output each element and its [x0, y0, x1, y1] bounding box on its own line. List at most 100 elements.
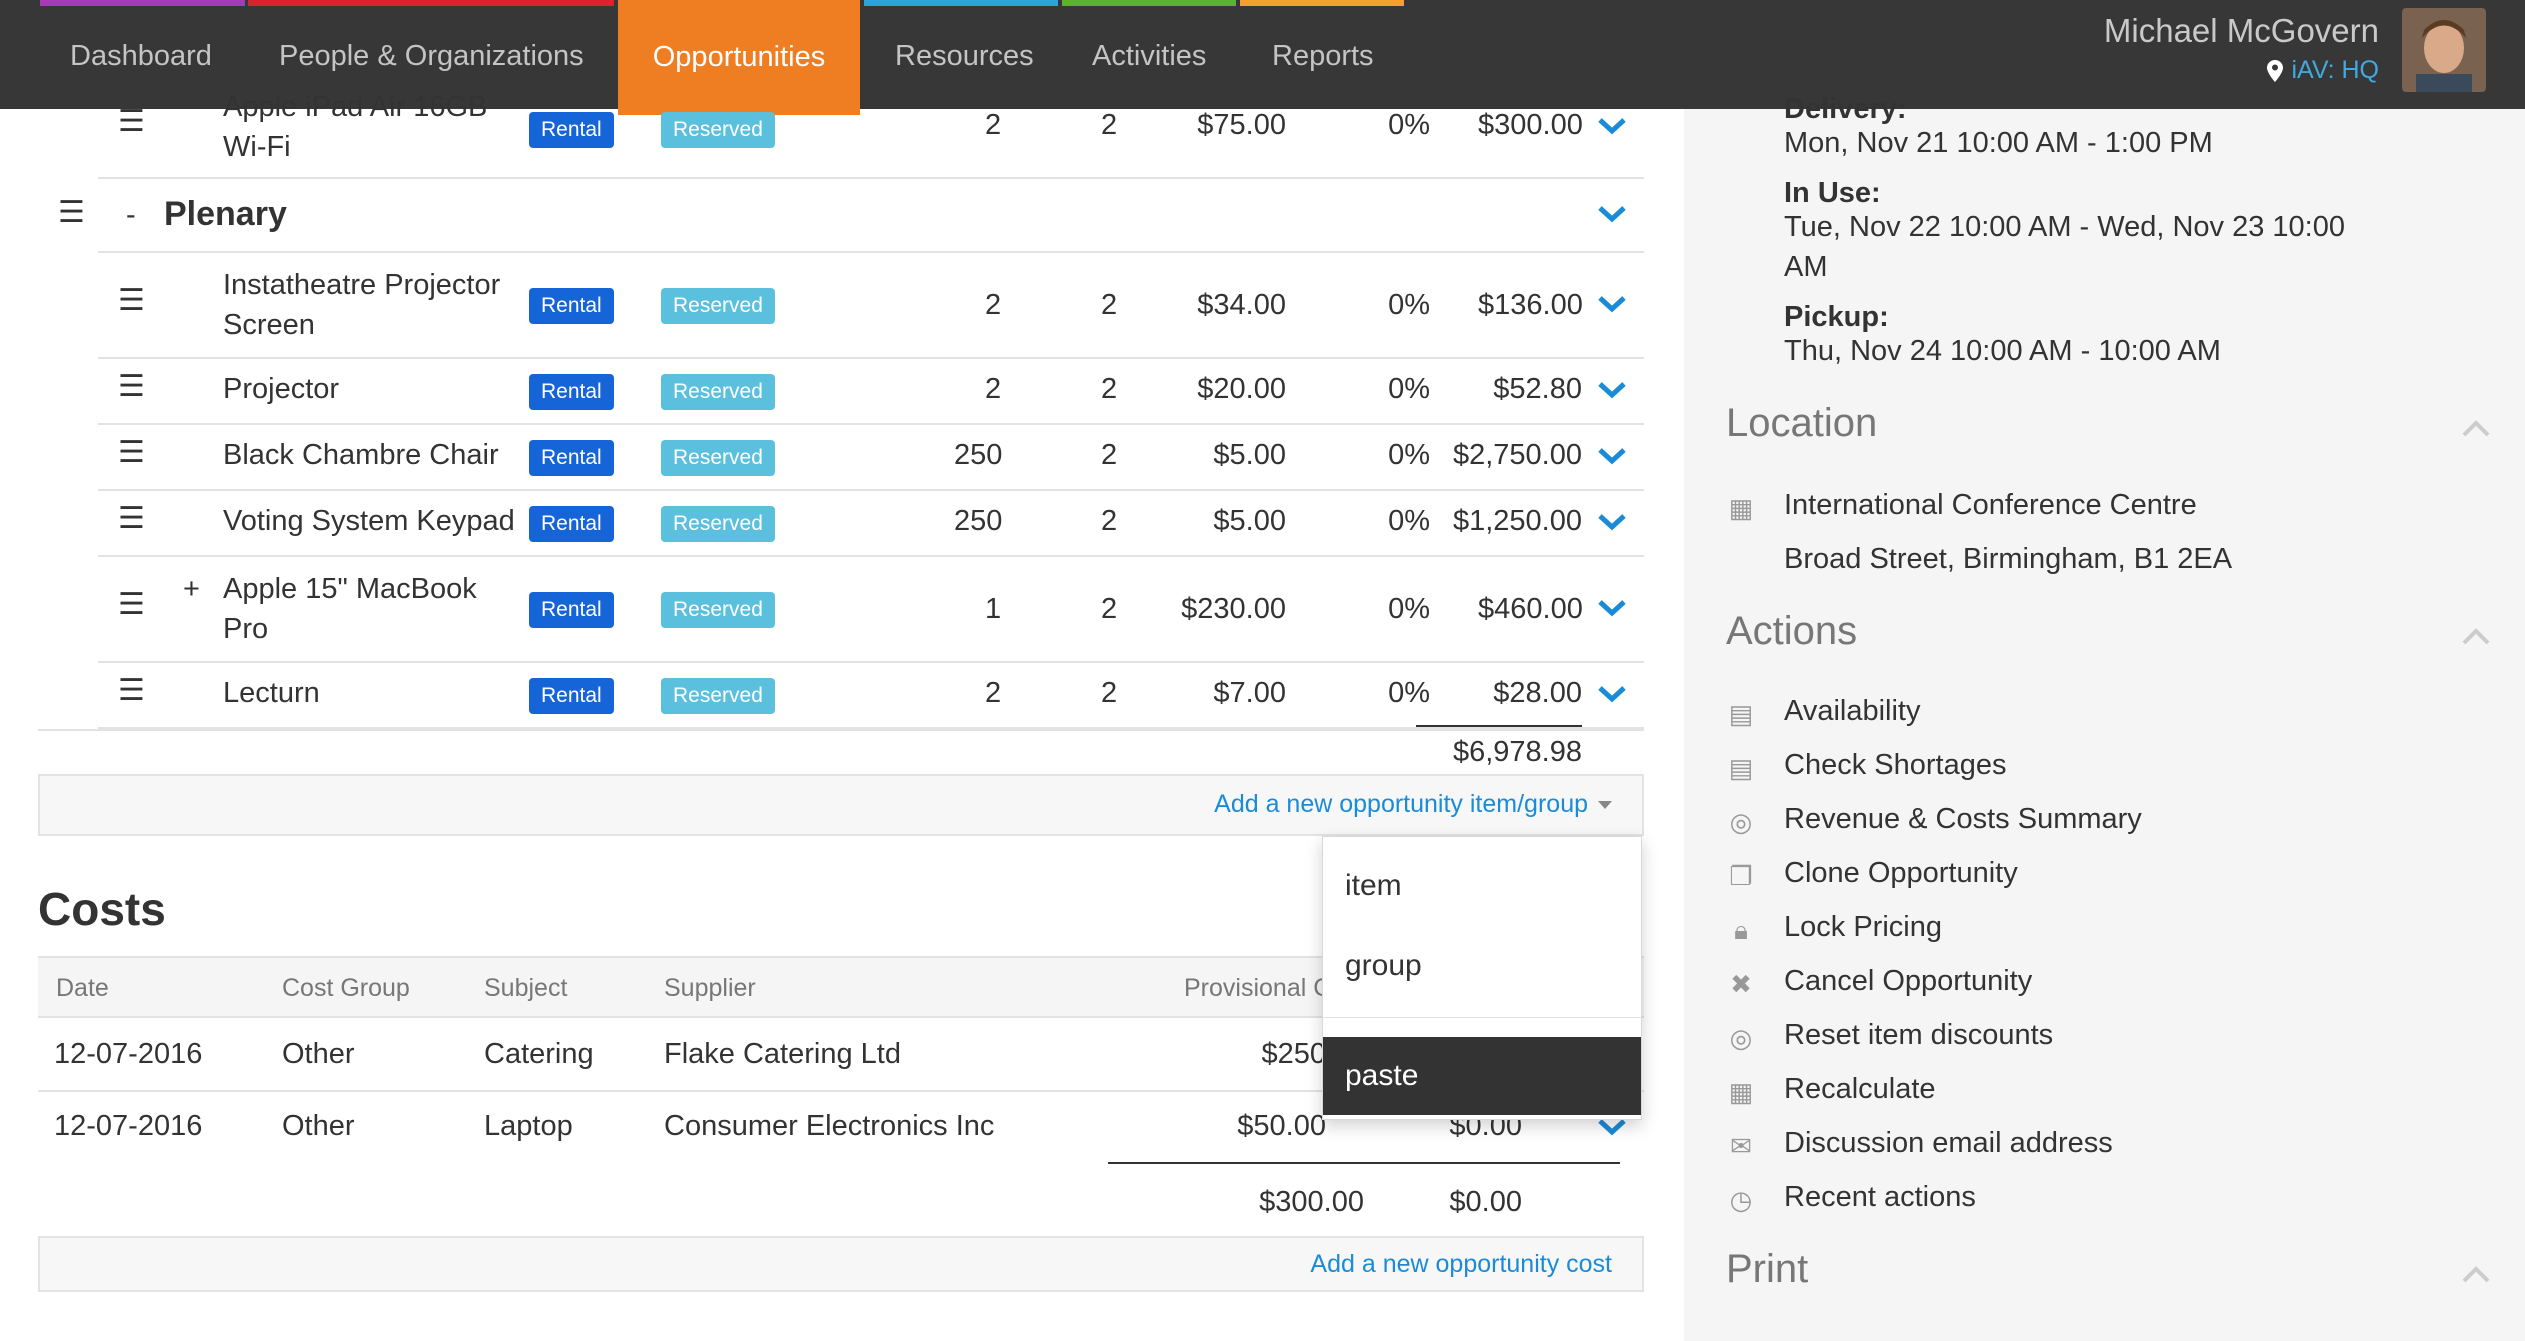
- chevron-down-icon[interactable]: [1598, 513, 1626, 531]
- dropdown-item-item[interactable]: item: [1345, 869, 1402, 902]
- status-badge: Reserved: [661, 678, 775, 714]
- nav-resources[interactable]: Resources: [895, 40, 1034, 72]
- action-lock-pricing[interactable]: Lock Pricing: [1784, 911, 1942, 943]
- cost-subject: Catering: [484, 1038, 594, 1070]
- item-name[interactable]: Projector: [223, 373, 340, 405]
- action-discussion-email[interactable]: Discussion email address: [1784, 1127, 2113, 1159]
- expand-toggle[interactable]: +: [183, 573, 200, 605]
- caret-up-icon[interactable]: [2461, 1265, 2491, 1283]
- cost-provisional: $250: [1261, 1038, 1326, 1070]
- nav-color-strip: [248, 0, 614, 6]
- dropdown-divider: [1323, 1017, 1641, 1018]
- calendar-icon: ▤: [1728, 753, 1754, 783]
- caret-up-icon[interactable]: [2461, 419, 2491, 437]
- drag-handle-icon[interactable]: ☰: [118, 436, 145, 469]
- divider: [38, 729, 1644, 731]
- nav-color-strip: [1240, 0, 1404, 6]
- cross-icon: ✖: [1730, 969, 1752, 999]
- item-name[interactable]: Lecturn: [223, 677, 320, 709]
- chevron-down-icon[interactable]: [1598, 117, 1626, 135]
- col-cost-group[interactable]: Cost Group: [282, 974, 410, 1002]
- nav-color-strip: [864, 0, 1058, 6]
- costs-total-actual: $0.00: [1449, 1186, 1522, 1218]
- cost-provisional: $50.00: [1237, 1110, 1326, 1142]
- action-availability[interactable]: Availability: [1784, 695, 1921, 727]
- action-recent-actions[interactable]: Recent actions: [1784, 1181, 1976, 1213]
- caret-up-icon[interactable]: [2461, 627, 2491, 645]
- item-name[interactable]: Instatheatre Projector Screen: [223, 269, 501, 341]
- col-date[interactable]: Date: [56, 974, 109, 1002]
- chevron-down-icon[interactable]: [1598, 381, 1626, 399]
- item-total: $28.00: [1493, 677, 1582, 709]
- chevron-down-icon[interactable]: [1598, 447, 1626, 465]
- cost-supplier[interactable]: Consumer Electronics Inc: [664, 1110, 995, 1142]
- item-qty: 2: [985, 677, 1002, 709]
- item-price: $75.00: [1197, 109, 1286, 141]
- group-collapse-toggle[interactable]: -: [126, 199, 136, 231]
- drag-handle-icon[interactable]: ☰: [118, 105, 145, 138]
- map-pin-icon: [2267, 59, 2284, 82]
- action-reset-item-discounts[interactable]: Reset item discounts: [1784, 1019, 2054, 1051]
- action-revenue-costs-summary[interactable]: Revenue & Costs Summary: [1784, 803, 2142, 835]
- item-name[interactable]: Apple 15" MacBook Pro: [223, 573, 477, 645]
- store-selector[interactable]: iAV: HQ: [2267, 56, 2379, 85]
- item-name[interactable]: Black Chambre Chair: [223, 439, 499, 471]
- action-clone-opportunity[interactable]: Clone Opportunity: [1784, 857, 2018, 889]
- drag-handle-icon[interactable]: ☰: [58, 196, 85, 229]
- drag-handle-icon[interactable]: ☰: [118, 502, 145, 535]
- avatar[interactable]: [2402, 8, 2486, 92]
- drag-handle-icon[interactable]: ☰: [118, 588, 145, 621]
- item-price: $230.00: [1181, 593, 1286, 625]
- copy-icon: ❐: [1729, 861, 1753, 891]
- item-name[interactable]: Voting System Keypad: [223, 505, 515, 537]
- item-name[interactable]: Apple iPad Air 16GB Wi-Fi: [223, 91, 488, 163]
- dropdown-item-group[interactable]: group: [1345, 949, 1422, 982]
- item-days: 2: [1101, 289, 1118, 321]
- nav-opportunities[interactable]: Opportunities: [618, 0, 860, 115]
- drag-handle-icon[interactable]: ☰: [118, 284, 145, 317]
- inuse-value: Tue, Nov 22 10:00 AM - Wed, Nov 23 10:00: [1784, 211, 2345, 243]
- add-cost-link[interactable]: Add a new opportunity cost: [1310, 1250, 1612, 1278]
- item-days: 2: [1101, 373, 1118, 405]
- chevron-down-icon[interactable]: [1598, 295, 1626, 313]
- item-price: $5.00: [1213, 505, 1286, 537]
- delivery-label: Delivery:: [1784, 93, 1907, 125]
- item-discount: 0%: [1388, 289, 1430, 321]
- building-icon: ▦: [1728, 493, 1754, 523]
- add-cost-bar: Add a new opportunity cost: [38, 1236, 1644, 1292]
- nav-reports[interactable]: Reports: [1272, 40, 1374, 72]
- chevron-down-icon[interactable]: [1598, 205, 1626, 223]
- item-discount: 0%: [1388, 373, 1430, 405]
- nav-activities[interactable]: Activities: [1092, 40, 1207, 72]
- total-rule: [1416, 725, 1582, 727]
- cost-group: Other: [282, 1110, 355, 1142]
- action-recalculate[interactable]: Recalculate: [1784, 1073, 1936, 1105]
- drag-handle-icon[interactable]: ☰: [118, 674, 145, 707]
- cost-supplier[interactable]: Flake Catering Ltd: [664, 1038, 901, 1070]
- item-price: $5.00: [1213, 439, 1286, 471]
- status-badge: Reserved: [661, 506, 775, 542]
- action-check-shortages[interactable]: Check Shortages: [1784, 749, 2007, 781]
- item-days: 2: [1101, 677, 1118, 709]
- inuse-label: In Use:: [1784, 177, 1881, 209]
- total-rule: [1108, 1162, 1620, 1164]
- item-qty: 2: [985, 289, 1002, 321]
- col-supplier[interactable]: Supplier: [664, 974, 756, 1002]
- col-subject[interactable]: Subject: [484, 974, 568, 1002]
- col-provisional[interactable]: Provisional C: [1184, 974, 1332, 1002]
- dropdown-item-paste[interactable]: paste: [1323, 1037, 1641, 1115]
- nav-dashboard[interactable]: Dashboard: [70, 40, 212, 72]
- drag-handle-icon[interactable]: ☰: [118, 370, 145, 403]
- chevron-down-icon[interactable]: [1598, 685, 1626, 703]
- chevron-down-icon[interactable]: [1598, 1118, 1626, 1136]
- rental-badge: Rental: [529, 592, 614, 628]
- item-days: 2: [1101, 109, 1118, 141]
- action-cancel-opportunity[interactable]: Cancel Opportunity: [1784, 965, 2033, 997]
- chevron-down-icon[interactable]: [1598, 599, 1626, 617]
- nav-people-organizations[interactable]: People & Organizations: [279, 40, 584, 72]
- user-name[interactable]: Michael McGovern: [2103, 12, 2379, 49]
- item-days: 2: [1101, 505, 1118, 537]
- nav-color-strip: [1062, 0, 1236, 6]
- item-discount: 0%: [1388, 109, 1430, 141]
- add-item-group-dropdown[interactable]: Add a new opportunity item/group: [1214, 790, 1612, 819]
